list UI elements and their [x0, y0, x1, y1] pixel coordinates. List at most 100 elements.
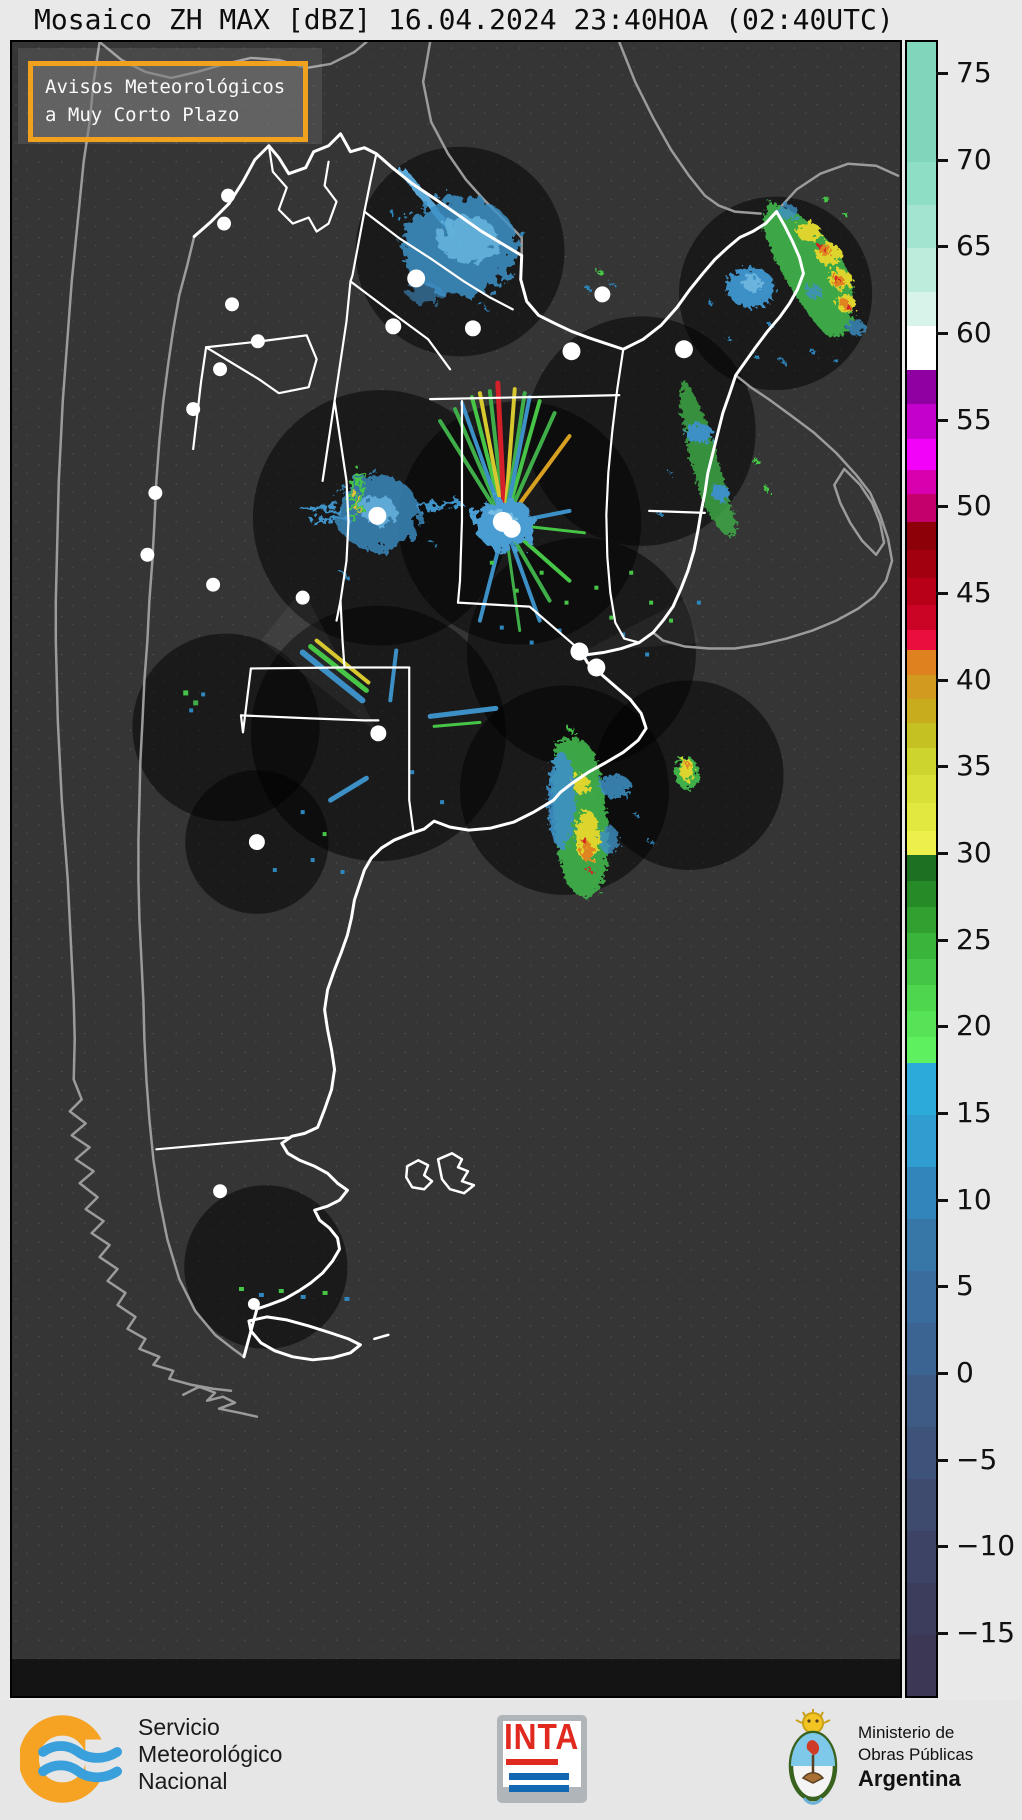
colorbar-segment [907, 854, 936, 881]
colorbar-segment [907, 1478, 936, 1531]
radar-sector-artifact [260, 588, 379, 734]
colorbar-tick-mark [936, 765, 948, 769]
colorbar-segment [907, 204, 936, 249]
colorbar-segment [907, 747, 936, 776]
colorbar-tick-label: 75 [956, 55, 992, 89]
colorbar-tick-label: 55 [956, 402, 992, 436]
colorbar-segment [907, 605, 936, 630]
colorbar-tick-mark [936, 1111, 948, 1115]
colorbar-tick-label: 20 [956, 1009, 992, 1043]
colorbar-segment [907, 161, 936, 205]
colorbar-tick-mark [936, 1545, 948, 1549]
colorbar-tick-label: −10 [956, 1529, 1016, 1563]
colorbar-tick-mark [936, 245, 948, 249]
colorbar-tick-label: 50 [956, 489, 992, 523]
ministerio-line-3: Argentina [858, 1766, 961, 1791]
colorbar-tick-mark [936, 505, 948, 509]
echo-northeast-storm [587, 196, 866, 364]
sun-icon [795, 1709, 831, 1734]
argentina-borders [155, 132, 805, 1362]
echo-tierra-del-fuego-speckles [238, 1286, 350, 1301]
colorbar-segment [907, 1218, 936, 1271]
colorbar-segment [907, 1036, 936, 1063]
smn-logo [20, 1715, 123, 1803]
radar-map: Avisos Meteorológicos a Muy Corto Plazo [10, 40, 902, 1698]
colorbar-segment [907, 494, 936, 523]
colorbar-segment [907, 723, 936, 748]
colorbar-tick-mark [936, 851, 948, 855]
colorbar-tick-label: 35 [956, 749, 992, 783]
colorbar-tick-label: 10 [956, 1182, 992, 1216]
colorbar-segment [907, 1114, 936, 1167]
colorbar-tick-mark [936, 72, 948, 75]
colorbar-segment [907, 906, 936, 933]
colorbar-segment [907, 1270, 936, 1323]
product-title: Mosaico ZH MAX [dBZ] 16.04.2024 23:40HOA… [34, 3, 894, 36]
colorbar-segment [907, 291, 936, 327]
colorbar-tick-label: 70 [956, 142, 992, 176]
colorbar-tick-label: 60 [956, 315, 992, 349]
colorbar-tick-mark [936, 418, 948, 422]
smn-line-1: Servicio [138, 1714, 220, 1740]
colorbar-tick-label: −5 [956, 1442, 998, 1476]
colorbar-segment [907, 775, 936, 803]
smn-line-3: Nacional [138, 1768, 228, 1794]
warning-line-1: Avisos Meteorológicos [45, 76, 286, 98]
colorbar-segment [907, 1010, 936, 1037]
colorbar-tick-label: 0 [956, 1355, 974, 1389]
colorbar-tick-mark [936, 1371, 948, 1375]
colorbar-tick-mark [936, 938, 948, 942]
malvinas-outline [404, 1152, 476, 1195]
colorbar-segment [907, 984, 936, 1011]
city-markers [140, 188, 693, 1310]
colorbar-tick-label: 30 [956, 835, 992, 869]
echo-santa-rosa [299, 638, 499, 805]
inta-wordmark: INTA [504, 1716, 580, 1757]
colorbar-tick-label: 25 [956, 922, 992, 956]
colorbar-segment [907, 1634, 936, 1696]
footer: Servicio Meteorológico Nacional INTA Min… [0, 1700, 1022, 1820]
colorbar-tick-mark [936, 591, 948, 595]
colorbar-segment [907, 438, 936, 471]
dbz-colorbar [905, 40, 938, 1698]
colorbar-tick-mark [936, 1025, 948, 1029]
argentina-coat-of-arms [788, 1709, 838, 1805]
ministerio-wordmark: Ministerio de Obras Públicas Argentina [858, 1722, 973, 1792]
colorbar-tick-mark [936, 1458, 948, 1462]
echo-mendoza-speckles [183, 690, 206, 713]
dbz-colorbar-ticks: 75 70 65 60 55 50 45 40 35 30 25 20 15 10 5 0 −5 −10 −15 [936, 40, 1022, 1698]
colorbar-tick-mark [936, 331, 948, 335]
colorbar-tick-mark [936, 1631, 948, 1635]
colorbar-tick-mark [936, 1198, 948, 1202]
colorbar-tick-label: −15 [956, 1615, 1016, 1649]
colorbar-segment [907, 549, 936, 578]
colorbar-segment [907, 802, 936, 831]
map-canvas [12, 42, 900, 1696]
warning-line-2: a Muy Corto Plazo [45, 104, 240, 126]
colorbar-segment [907, 958, 936, 985]
ministerio-line-2: Obras Públicas [858, 1745, 974, 1764]
colorbar-segment [907, 1322, 936, 1375]
colorbar-tick-label: 45 [956, 575, 992, 609]
inta-underline [506, 1759, 558, 1765]
colorbar-segment [907, 1426, 936, 1479]
colorbar-segment [907, 698, 936, 724]
map-bottom-strip [12, 1659, 900, 1696]
colorbar-segment [907, 248, 936, 292]
inta-blue-bar [509, 1785, 569, 1792]
inta-blue-bar [509, 1773, 569, 1780]
colorbar-segment [907, 932, 936, 959]
colorbar-segment [907, 629, 936, 651]
colorbar-tick-label: 15 [956, 1095, 992, 1129]
colorbar-segment [907, 369, 936, 405]
colorbar-segment [907, 470, 936, 495]
inta-logo: INTA [497, 1715, 587, 1803]
colorbar-tick-label: 40 [956, 662, 992, 696]
colorbar-segment [907, 1582, 936, 1635]
colorbar-segment [907, 1374, 936, 1427]
colorbar-segment [907, 326, 936, 370]
colorbar-segment [907, 522, 936, 550]
colorbar-segment [907, 42, 936, 162]
echo-neuquen-speckles [272, 810, 345, 874]
colorbar-tick-mark [936, 678, 948, 682]
